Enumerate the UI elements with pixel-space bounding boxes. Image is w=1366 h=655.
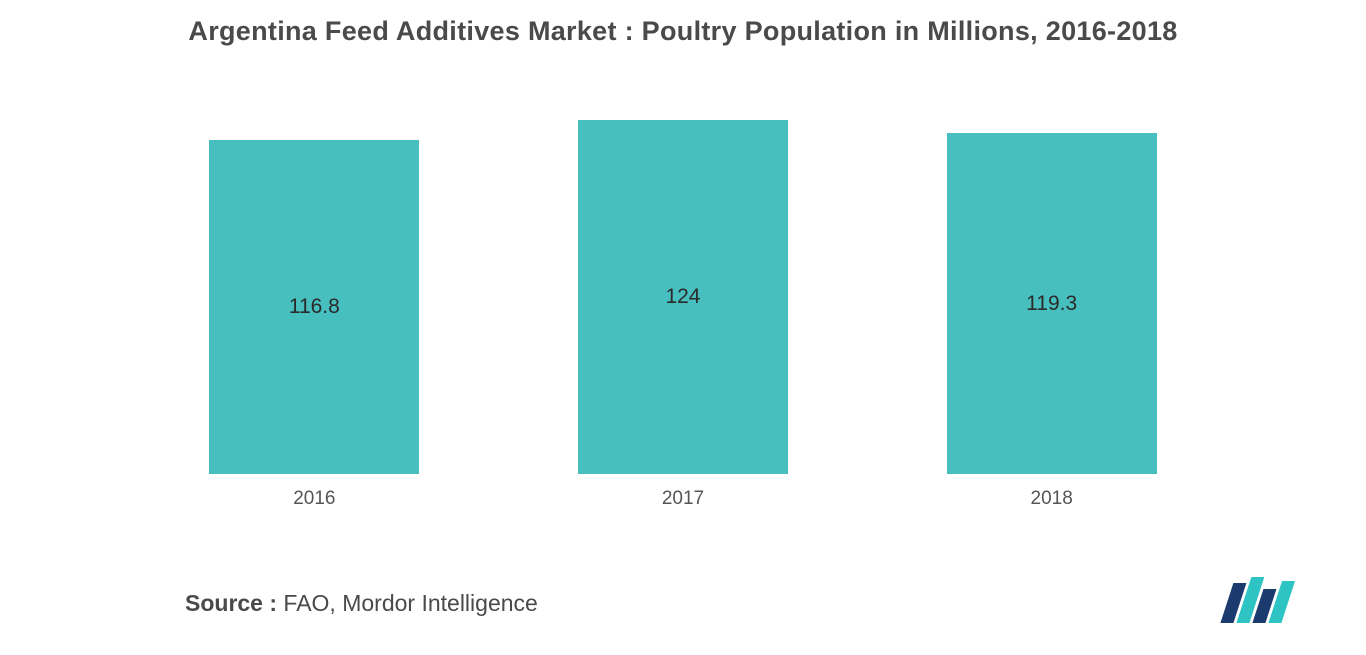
mordor-logo (1216, 575, 1306, 625)
bar-2018: 119.3 (947, 133, 1157, 474)
bar-group-2016: 116.8 2016 (174, 140, 454, 510)
bar-2016: 116.8 (209, 140, 419, 474)
x-axis-label: 2018 (1031, 488, 1073, 510)
bar-value-label: 116.8 (289, 295, 340, 319)
x-axis-label: 2016 (293, 488, 335, 510)
chart-title: Argentina Feed Additives Market : Poultr… (0, 0, 1366, 47)
bar-value-label: 119.3 (1026, 292, 1077, 316)
bar-value-label: 124 (665, 285, 700, 309)
x-axis-label: 2017 (662, 488, 704, 510)
bar-group-2018: 119.3 2018 (912, 133, 1192, 510)
chart-plot-area: 116.8 2016 124 2017 119.3 2018 (130, 80, 1236, 510)
source-label: Source : (185, 590, 283, 616)
bar-group-2017: 124 2017 (543, 120, 823, 510)
source-text: FAO, Mordor Intelligence (283, 590, 537, 616)
source-citation: Source : FAO, Mordor Intelligence (185, 590, 538, 617)
bar-2017: 124 (578, 120, 788, 474)
